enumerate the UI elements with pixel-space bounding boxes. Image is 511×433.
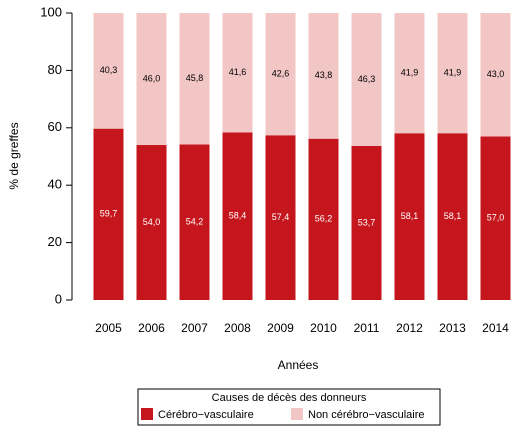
value-label: 59,7 (100, 209, 118, 219)
legend-label: Cérébro−vasculaire (158, 409, 254, 421)
bar-segment (136, 13, 167, 146)
x-tick-label: 2008 (224, 321, 251, 335)
value-label: 41,9 (401, 68, 419, 78)
x-tick-label: 2005 (95, 321, 122, 335)
bar-segment (308, 138, 339, 300)
bar-segment (179, 144, 210, 300)
x-tick-label: 2011 (354, 321, 380, 335)
x-tick-label: 2006 (138, 321, 165, 335)
bar-segment (93, 128, 124, 300)
bar-segment (480, 136, 511, 300)
y-tick-label: 20 (48, 234, 62, 249)
x-axis-label: Années (278, 358, 319, 372)
x-tick-label: 2010 (310, 321, 337, 335)
bar-segment (136, 145, 167, 300)
value-label: 43,8 (315, 70, 333, 80)
value-label: 57,4 (272, 212, 290, 222)
bar-segment (351, 145, 382, 300)
x-tick-label: 2014 (482, 321, 509, 335)
bar-segment (265, 13, 296, 136)
legend-label: Non cérébro−vasculaire (308, 409, 424, 421)
bar-segment (222, 132, 253, 300)
value-label: 54,0 (143, 217, 161, 227)
value-label: 46,3 (358, 74, 376, 84)
bar-segment (437, 133, 468, 300)
bar-segment (265, 135, 296, 300)
bar-segment (222, 13, 253, 133)
y-tick-label: 40 (48, 177, 62, 192)
y-tick-label: 100 (40, 4, 62, 19)
bar-segment (394, 133, 425, 300)
value-label: 43,0 (487, 69, 505, 79)
value-label: 46,0 (143, 73, 161, 83)
value-label: 58,4 (229, 211, 247, 221)
value-label: 40,3 (100, 65, 118, 75)
bar-segment (480, 13, 511, 137)
y-tick-label: 60 (48, 119, 62, 134)
x-tick-label: 2013 (439, 321, 466, 335)
value-label: 57,0 (487, 213, 505, 223)
bar-segment (308, 13, 339, 139)
value-label: 41,6 (229, 67, 247, 77)
value-label: 45,8 (186, 73, 204, 83)
bar-segment (179, 13, 210, 145)
value-label: 42,6 (272, 69, 290, 79)
legend-swatch (291, 408, 303, 420)
legend-swatch (141, 408, 153, 420)
value-label: 56,2 (315, 214, 333, 224)
x-tick-label: 2012 (396, 321, 423, 335)
y-tick-label: 80 (48, 62, 62, 77)
bar-segment (437, 13, 468, 134)
x-tick-label: 2009 (267, 321, 294, 335)
legend-title: Causes de décès des donneurs (212, 392, 367, 404)
value-label: 41,9 (444, 68, 462, 78)
bar-segment (351, 13, 382, 146)
value-label: 58,1 (444, 211, 462, 221)
y-axis-label: % de greffes (7, 122, 21, 189)
value-label: 53,7 (358, 217, 376, 227)
x-tick-label: 2007 (181, 321, 208, 335)
value-label: 54,2 (186, 217, 204, 227)
value-label: 58,1 (401, 211, 419, 221)
legend-box (137, 388, 441, 426)
bar-segment (394, 13, 425, 134)
y-tick-label: 0 (55, 291, 62, 306)
bar-segment (93, 13, 124, 129)
